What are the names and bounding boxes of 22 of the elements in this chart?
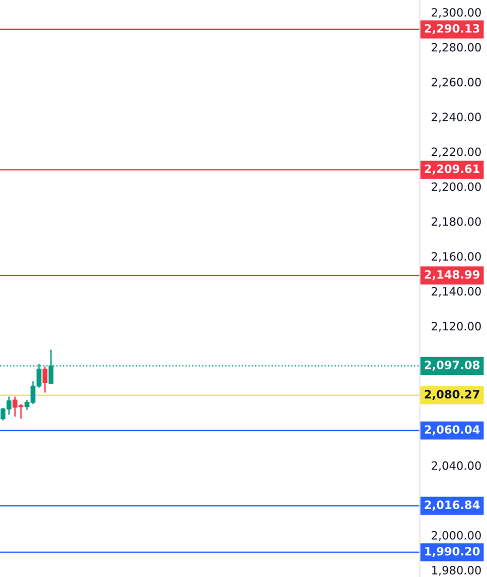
y-tick-label: 2,160.00 — [432, 252, 481, 262]
y-tick-label: 2,140.00 — [432, 286, 481, 297]
y-tick-label: 2,220.00 — [432, 148, 481, 158]
y-tick-label: 2,240.00 — [432, 112, 481, 122]
y-tick-label: 1,980.00 — [432, 566, 481, 576]
ref-line-label: 2,080.27 — [424, 390, 480, 400]
ref-line-label: 2,290.13 — [424, 24, 480, 34]
ref-line-label: 2,148.99 — [424, 270, 480, 280]
y-tick-label: 2,300.00 — [432, 8, 481, 18]
y-tick-label: 2,000.00 — [432, 531, 481, 541]
y-tick-label: 2,180.00 — [432, 217, 481, 228]
ref-line-label: 2,209.61 — [424, 164, 480, 175]
y-tick-label: 2,040.00 — [432, 461, 481, 472]
ref-line-label: 2,016.84 — [424, 500, 480, 511]
ref-line-label: 1,990.20 — [425, 546, 480, 558]
ref-line-label: 2,060.04 — [424, 425, 480, 436]
y-tick-label: 2,280.00 — [432, 42, 481, 53]
y-tick-label: 2,200.00 — [432, 182, 481, 192]
y-tick-label: 2,120.00 — [432, 322, 481, 332]
candlestick — [42, 366, 48, 394]
y-tick-label: 2,260.00 — [432, 78, 481, 88]
ref-line-label: 2,097.08 — [424, 360, 480, 371]
